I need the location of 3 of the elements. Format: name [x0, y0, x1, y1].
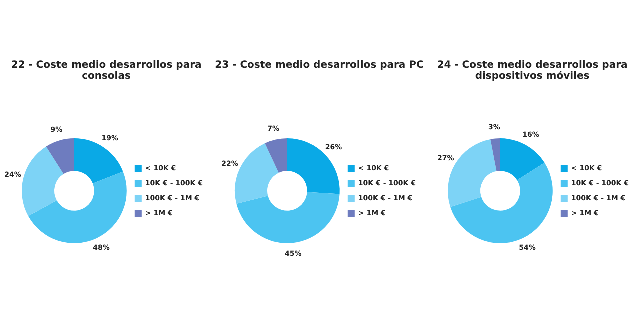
chart-title: 22 - Coste medio desarrollos para consolas — [10, 60, 203, 84]
chart-title: 23 - Coste medio desarrollos para PC — [214, 60, 425, 73]
chart-title: 24 - Coste medio desarrollos para dispositivos móviles — [436, 60, 629, 84]
